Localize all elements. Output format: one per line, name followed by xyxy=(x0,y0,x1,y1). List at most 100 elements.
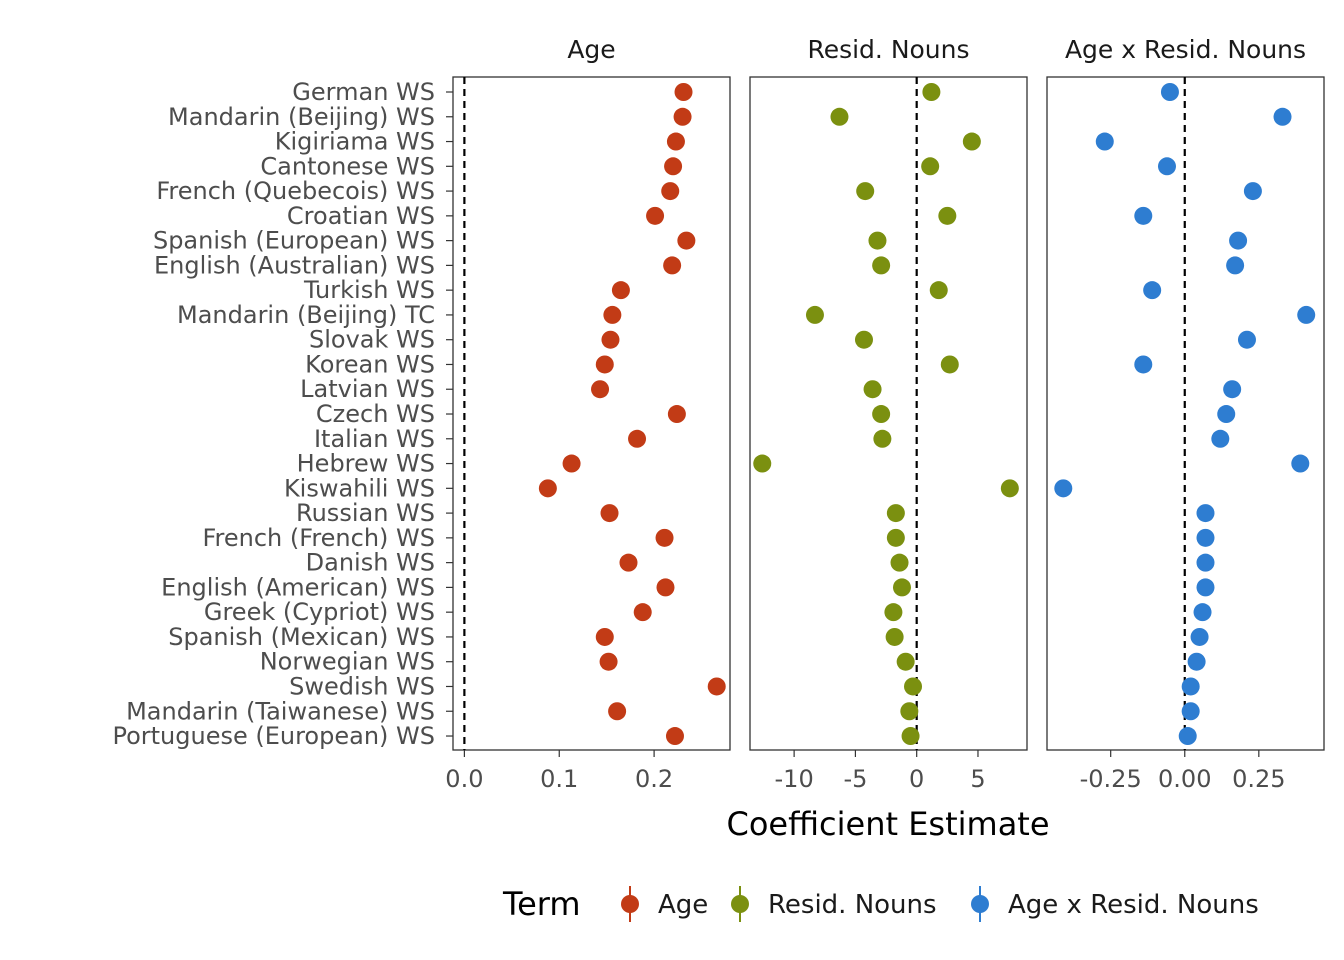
point-age-x-resid-nouns-slovak-ws xyxy=(1237,330,1256,349)
panel-age-x-resid-nouns: Age x Resid. Nouns -0.25 0.00 0.25 xyxy=(1046,35,1325,793)
point-resid-nouns-german-ws xyxy=(922,83,941,101)
category-label-danish-ws: Danish WS xyxy=(306,549,435,577)
category-label-turkish-ws: Turkish WS xyxy=(303,276,435,304)
point-age-x-resid-nouns-czech-ws xyxy=(1217,405,1236,424)
point-age-spanish-mexican-ws xyxy=(595,627,614,646)
legend-key-point xyxy=(621,895,639,913)
x-axis-title: Coefficient Estimate xyxy=(726,805,1049,843)
point-age-x-resid-nouns-cantonese-ws xyxy=(1157,157,1176,176)
category-label-swedish-ws: Swedish WS xyxy=(289,672,435,700)
point-age-norwegian-ws xyxy=(599,652,618,671)
point-age-x-resid-nouns-greek-cypriot-ws xyxy=(1193,603,1212,622)
point-age-kiswahili-ws xyxy=(538,479,557,498)
point-age-french-french-ws xyxy=(655,528,674,547)
category-label-portuguese-european-ws: Portuguese (European) WS xyxy=(112,722,435,750)
legend-item-age: Age xyxy=(621,886,708,922)
point-age-italian-ws xyxy=(628,429,647,448)
category-label-slovak-ws: Slovak WS xyxy=(309,326,435,354)
point-age-turkish-ws xyxy=(611,281,630,300)
category-label-greek-cypriot-ws: Greek (Cypriot) WS xyxy=(204,598,435,626)
legend-label: Age x Resid. Nouns xyxy=(1008,890,1259,920)
point-age-hebrew-ws xyxy=(562,454,581,473)
point-age-x-resid-nouns-portuguese-european-ws xyxy=(1178,727,1197,746)
legend-item-resid-nouns: Resid. Nouns xyxy=(731,886,937,922)
point-age-x-resid-nouns-french-french-ws xyxy=(1196,528,1215,547)
point-resid-nouns-norwegian-ws xyxy=(896,652,915,671)
panel-age: Age 0.0 0.1 0.2 xyxy=(445,35,731,793)
legend-title: Term xyxy=(502,885,581,923)
point-resid-nouns-french-quebecois-ws xyxy=(856,182,875,201)
point-age-mandarin-taiwanese-ws xyxy=(608,702,627,721)
point-age-portuguese-european-ws xyxy=(665,727,684,746)
panel-title-resid-nouns: Resid. Nouns xyxy=(807,35,969,64)
point-age-english-australian-ws xyxy=(663,256,682,275)
point-age-x-resid-nouns-swedish-ws xyxy=(1181,677,1200,696)
point-age-x-resid-nouns-turkish-ws xyxy=(1143,281,1162,300)
point-resid-nouns-danish-ws xyxy=(890,553,909,572)
category-label-latvian-ws: Latvian WS xyxy=(300,375,435,403)
point-resid-nouns-hebrew-ws xyxy=(753,454,772,473)
category-label-german-ws: German WS xyxy=(292,78,435,106)
point-resid-nouns-czech-ws xyxy=(872,405,891,424)
x-tick-label: 0.2 xyxy=(635,765,673,793)
point-age-x-resid-nouns-latvian-ws xyxy=(1223,380,1242,399)
point-resid-nouns-mandarin-beijing-tc xyxy=(805,305,824,324)
point-age-x-resid-nouns-french-quebecois-ws xyxy=(1243,182,1262,201)
point-resid-nouns-russian-ws xyxy=(886,504,905,523)
point-resid-nouns-greek-cypriot-ws xyxy=(884,603,903,622)
point-age-x-resid-nouns-korean-ws xyxy=(1134,355,1153,374)
point-resid-nouns-korean-ws xyxy=(940,355,959,374)
category-label-russian-ws: Russian WS xyxy=(296,499,435,527)
point-age-x-resid-nouns-italian-ws xyxy=(1211,429,1230,448)
point-resid-nouns-spanish-mexican-ws xyxy=(885,627,904,646)
point-age-french-quebecois-ws xyxy=(661,182,680,201)
point-age-danish-ws xyxy=(619,553,638,572)
point-age-russian-ws xyxy=(600,504,619,523)
point-age-spanish-european-ws xyxy=(677,231,696,250)
point-age-x-resid-nouns-croatian-ws xyxy=(1134,206,1153,225)
point-age-x-resid-nouns-kiswahili-ws xyxy=(1054,479,1073,498)
category-label-korean-ws: Korean WS xyxy=(305,350,435,378)
x-tick-label: 0.1 xyxy=(540,765,578,793)
point-age-x-resid-nouns-mandarin-beijing-tc xyxy=(1297,305,1316,324)
point-resid-nouns-english-american-ws xyxy=(892,578,911,597)
point-resid-nouns-italian-ws xyxy=(873,429,892,448)
point-resid-nouns-mandarin-beijing-ws xyxy=(830,107,849,126)
point-resid-nouns-french-french-ws xyxy=(886,528,905,547)
point-age-x-resid-nouns-english-australian-ws xyxy=(1226,256,1245,275)
category-label-spanish-european-ws: Spanish (European) WS xyxy=(153,227,435,255)
point-resid-nouns-swedish-ws xyxy=(904,677,923,696)
point-age-x-resid-nouns-kigiriama-ws xyxy=(1095,132,1114,151)
point-resid-nouns-mandarin-taiwanese-ws xyxy=(900,702,919,721)
category-label-norwegian-ws: Norwegian WS xyxy=(260,648,435,676)
panels: Age 0.0 0.1 0.2 Resid. Nouns -10 -5 0 5 Age x Res… xyxy=(445,35,1325,793)
point-age-greek-cypriot-ws xyxy=(633,603,652,622)
legend-label: Age xyxy=(658,890,708,920)
point-age-english-american-ws xyxy=(656,578,675,597)
point-age-czech-ws xyxy=(667,405,686,424)
panel-border xyxy=(452,76,731,751)
point-age-croatian-ws xyxy=(646,206,665,225)
legend-key-point xyxy=(971,895,989,913)
x-tick-label: -0.25 xyxy=(1080,765,1142,793)
panel-title-age: Age xyxy=(567,35,615,64)
category-label-french-quebecois-ws: French (Quebecois) WS xyxy=(156,177,435,205)
category-label-spanish-mexican-ws: Spanish (Mexican) WS xyxy=(168,623,435,651)
x-tick-label: 0.00 xyxy=(1158,765,1211,793)
category-label-mandarin-beijing-tc: Mandarin (Beijing) TC xyxy=(177,301,435,329)
category-label-english-american-ws: English (American) WS xyxy=(161,573,435,601)
x-tick-label: -10 xyxy=(775,765,814,793)
point-age-x-resid-nouns-english-american-ws xyxy=(1196,578,1215,597)
point-age-x-resid-nouns-russian-ws xyxy=(1196,504,1215,523)
point-age-x-resid-nouns-mandarin-beijing-ws xyxy=(1273,107,1292,126)
panel-resid-nouns: Resid. Nouns -10 -5 0 5 xyxy=(749,35,1028,793)
category-label-kiswahili-ws: Kiswahili WS xyxy=(284,474,435,502)
point-age-x-resid-nouns-danish-ws xyxy=(1196,553,1215,572)
point-resid-nouns-croatian-ws xyxy=(938,206,957,225)
point-resid-nouns-kiswahili-ws xyxy=(1000,479,1019,498)
point-resid-nouns-latvian-ws xyxy=(863,380,882,399)
point-resid-nouns-turkish-ws xyxy=(929,281,948,300)
category-label-hebrew-ws: Hebrew WS xyxy=(297,450,435,478)
point-resid-nouns-english-australian-ws xyxy=(872,256,891,275)
